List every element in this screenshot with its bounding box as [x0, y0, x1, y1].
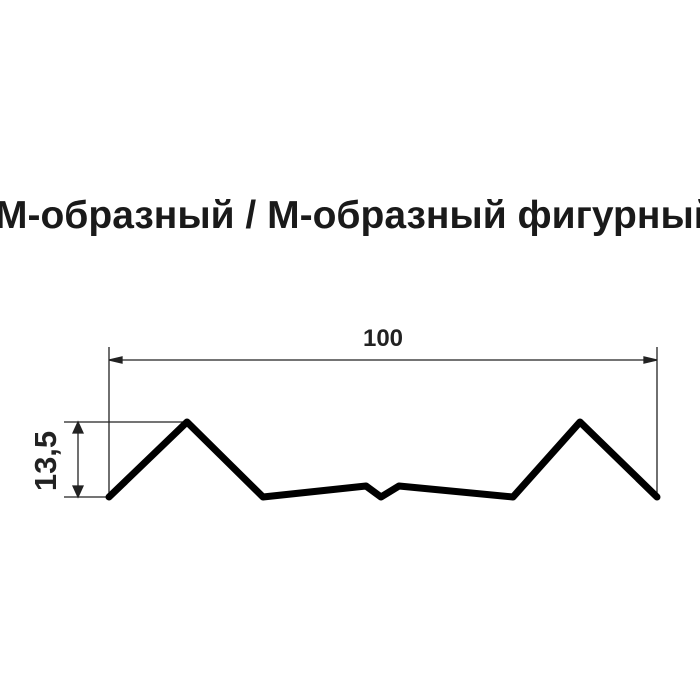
svg-text:100: 100	[363, 325, 403, 352]
svg-text:13,5: 13,5	[28, 431, 63, 491]
